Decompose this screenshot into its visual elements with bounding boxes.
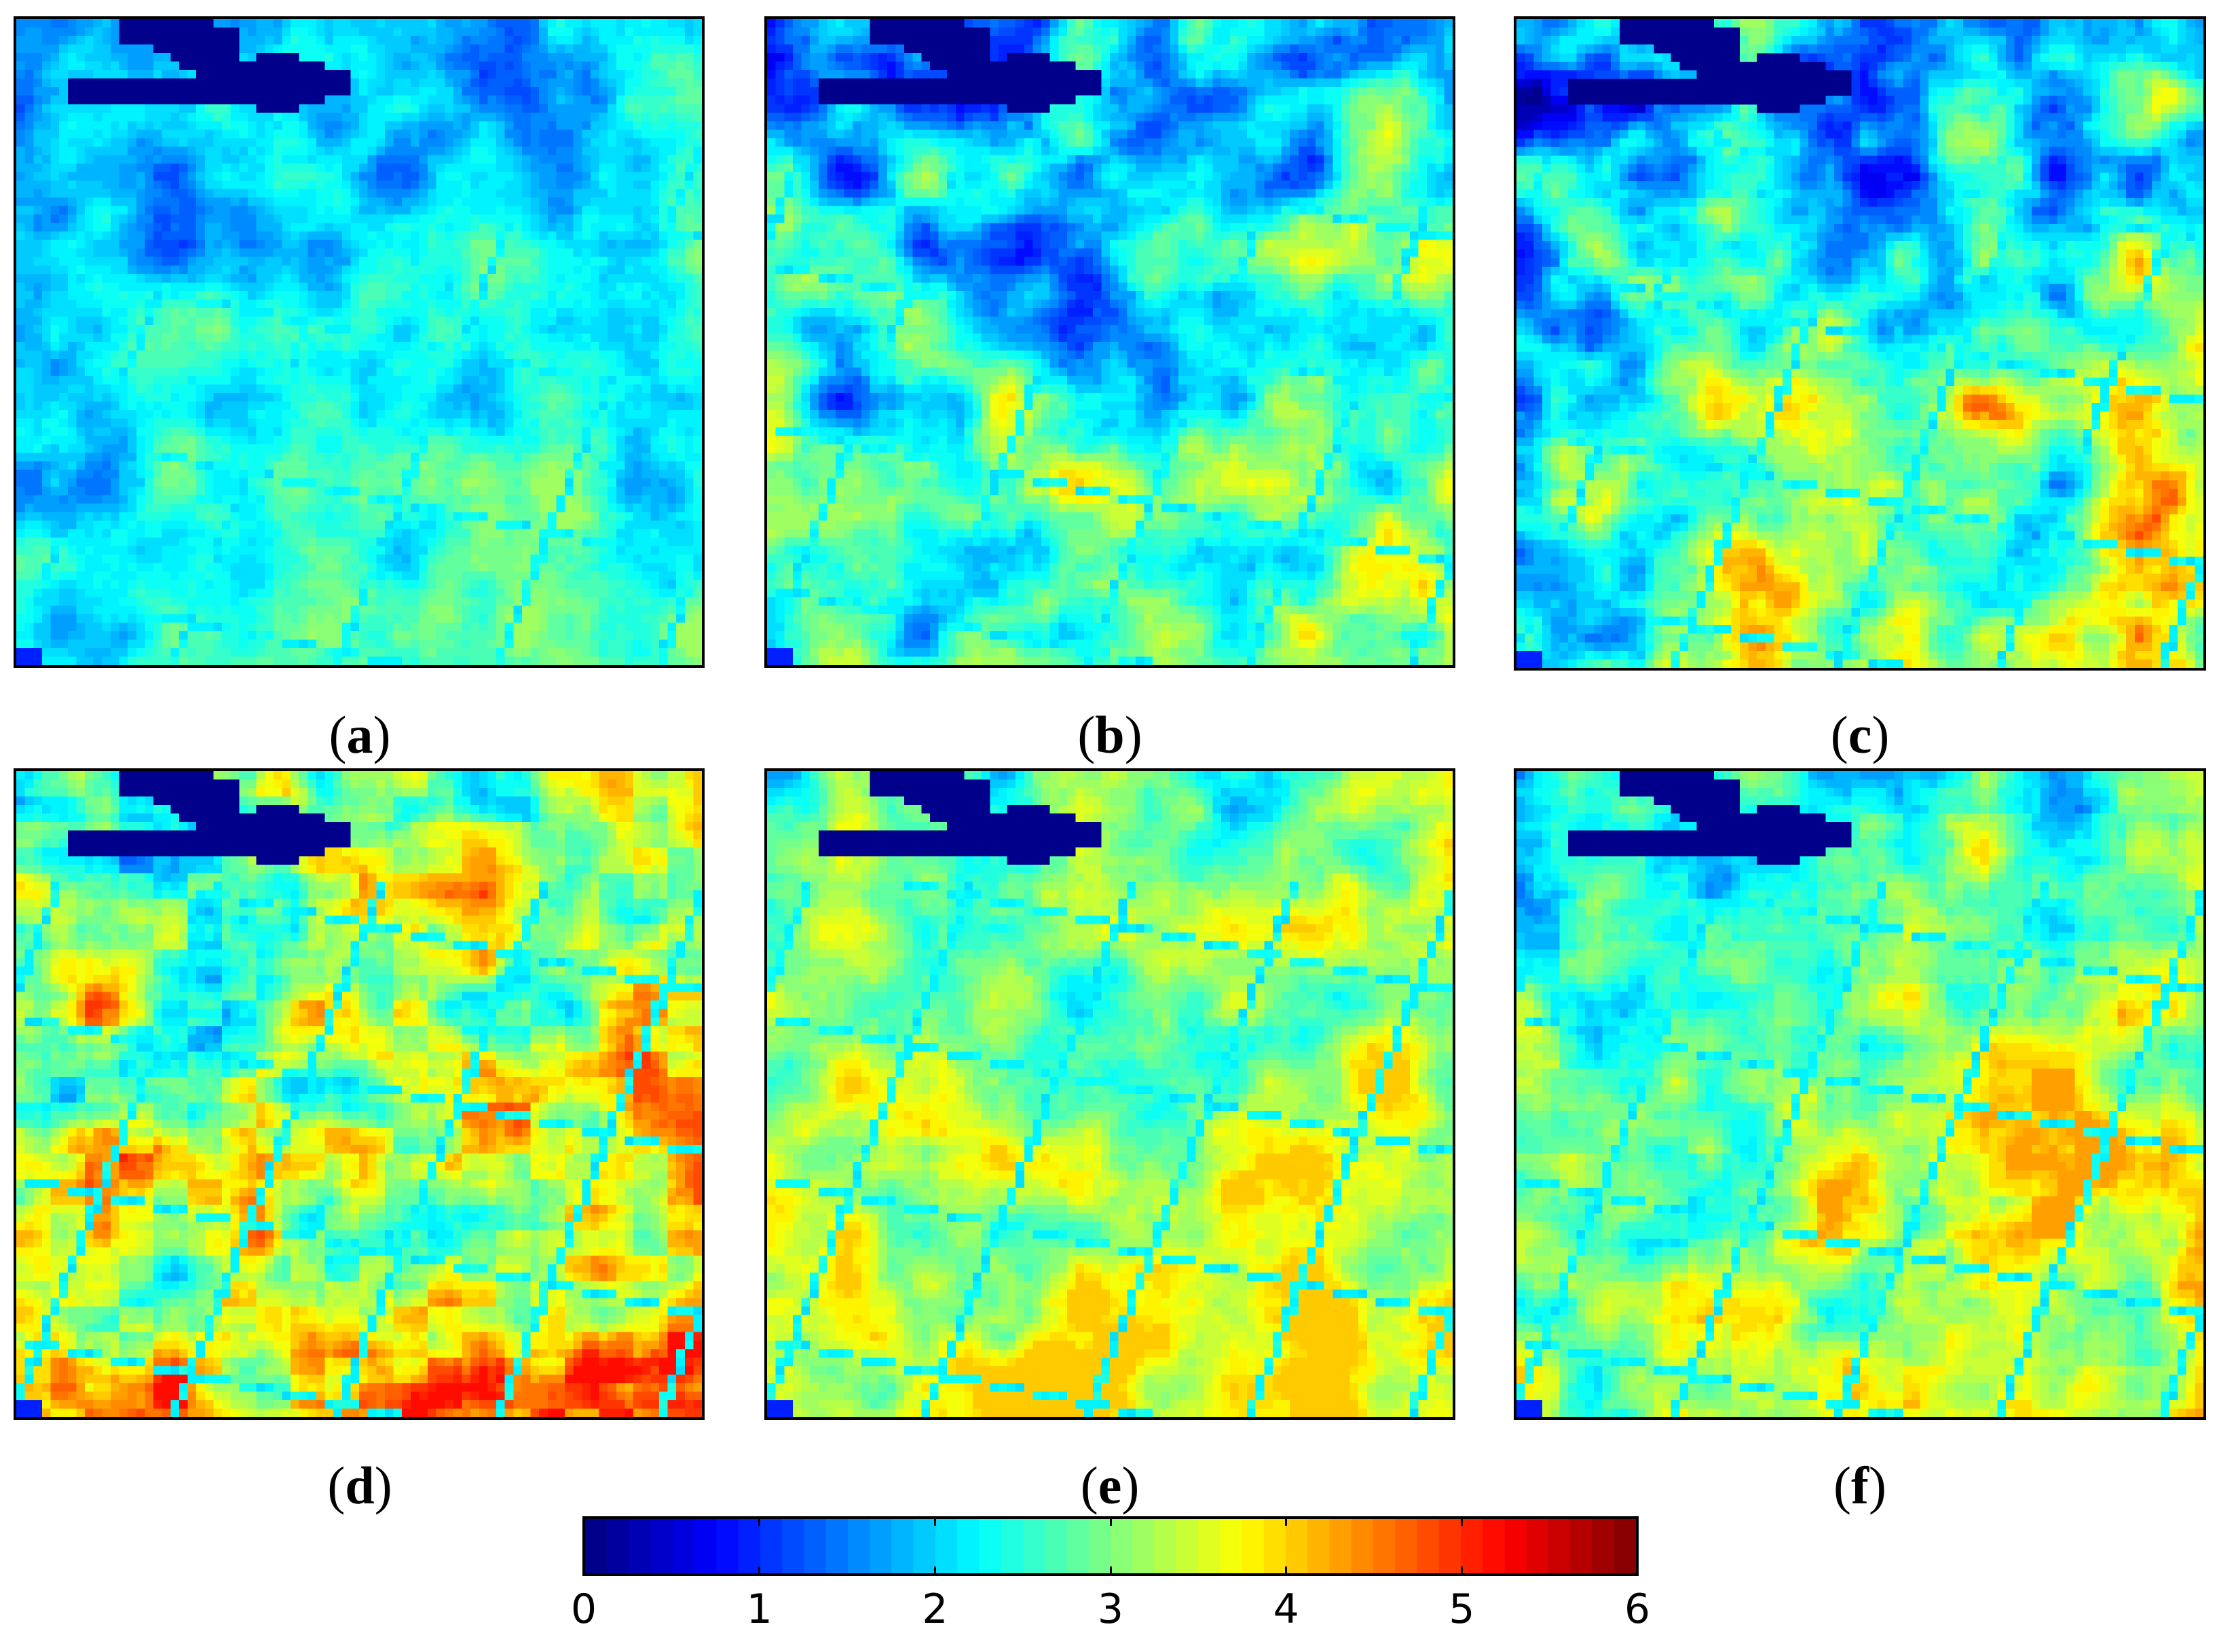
colorbar-segment	[1242, 1519, 1265, 1573]
colorbar-tick-label: 1	[746, 1585, 772, 1633]
heatmap-panel-b	[764, 16, 1455, 668]
colorbar-segment	[673, 1519, 696, 1573]
colorbar-segment	[629, 1519, 652, 1573]
colorbar-segment	[1504, 1519, 1528, 1573]
colorbar-segment	[1132, 1519, 1156, 1573]
colorbar-tick-label: 0	[570, 1585, 597, 1633]
colorbar-tick	[1109, 1516, 1112, 1576]
heatmap-canvas-d	[16, 771, 702, 1417]
colorbar-segment	[870, 1519, 893, 1573]
colorbar-segment	[1483, 1519, 1506, 1573]
colorbar-segment	[1045, 1519, 1068, 1573]
colorbar-segment	[913, 1519, 937, 1573]
colorbar-segment	[738, 1519, 762, 1573]
colorbar-segment	[957, 1519, 981, 1573]
colorbar-segment	[1373, 1519, 1396, 1573]
colorbar-tick-label: 3	[1097, 1585, 1124, 1633]
colorbar-segment	[825, 1519, 849, 1573]
colorbar-gradient	[582, 1516, 1639, 1576]
colorbar-segment	[935, 1519, 958, 1573]
colorbar-segment	[1066, 1519, 1090, 1573]
colorbar-tick-label: 4	[1273, 1585, 1299, 1633]
colorbar-segment	[1198, 1519, 1221, 1573]
colorbar-segment	[804, 1519, 827, 1573]
colorbar-segment	[1395, 1519, 1419, 1573]
colorbar-tick	[1460, 1516, 1463, 1576]
colorbar-tick	[933, 1516, 936, 1576]
panel-label-b: (b)	[1077, 705, 1142, 764]
panel-label-c: (c)	[1830, 705, 1890, 764]
colorbar-segment	[891, 1519, 915, 1573]
panel-label-f: (f)	[1833, 1456, 1886, 1515]
colorbar-segment	[760, 1519, 783, 1573]
colorbar-segment	[716, 1519, 740, 1573]
heatmap-canvas-f	[1516, 771, 2203, 1417]
colorbar-segment	[1176, 1519, 1199, 1573]
colorbar-segment	[1088, 1519, 1112, 1573]
panel-label-d: (d)	[327, 1456, 392, 1515]
colorbar-tick-label: 5	[1449, 1585, 1475, 1633]
colorbar-segment	[1154, 1519, 1178, 1573]
colorbar-segment	[848, 1519, 871, 1573]
colorbar-segment	[979, 1519, 1003, 1573]
colorbar-tick	[1285, 1516, 1288, 1576]
panel-label-a: (a)	[329, 705, 391, 764]
heatmap-canvas-b	[767, 19, 1453, 665]
panel-label-e: (e)	[1080, 1456, 1140, 1515]
heatmap-panel-f	[1514, 768, 2206, 1420]
heatmap-canvas-c	[1516, 19, 2203, 668]
colorbar-segment	[1548, 1519, 1571, 1573]
colorbar-svg	[585, 1519, 1636, 1573]
colorbar-segment	[1351, 1519, 1375, 1573]
colorbar-tick-label: 2	[922, 1585, 948, 1633]
colorbar-segment	[1592, 1519, 1616, 1573]
colorbar-segment	[1329, 1519, 1353, 1573]
colorbar-segment	[1461, 1519, 1484, 1573]
colorbar-segment	[1570, 1519, 1594, 1573]
colorbar-segment	[1438, 1519, 1462, 1573]
colorbar-segment	[1220, 1519, 1244, 1573]
colorbar-segment	[694, 1519, 718, 1573]
colorbar-tick	[758, 1516, 761, 1576]
colorbar-tick-label: 6	[1624, 1585, 1651, 1633]
colorbar-segment	[1286, 1519, 1309, 1573]
colorbar-segment	[1263, 1519, 1287, 1573]
colorbar-segment	[1023, 1519, 1046, 1573]
colorbar-segment	[1417, 1519, 1440, 1573]
colorbar-segment	[1526, 1519, 1550, 1573]
colorbar-segment	[650, 1519, 674, 1573]
colorbar-segment	[1111, 1519, 1134, 1573]
heatmap-panel-c	[1514, 16, 2206, 671]
colorbar-segment	[585, 1519, 608, 1573]
colorbar-segment	[607, 1519, 631, 1573]
heatmap-panel-e	[764, 768, 1455, 1420]
colorbar-segment	[1307, 1519, 1331, 1573]
heatmap-canvas-a	[16, 19, 702, 665]
colorbar-segment	[1614, 1519, 1636, 1573]
colorbar-segment	[782, 1519, 806, 1573]
colorbar-segment	[1001, 1519, 1024, 1573]
heatmap-panel-d	[14, 768, 705, 1420]
heatmap-canvas-e	[767, 771, 1453, 1417]
colorbar	[582, 1516, 1639, 1576]
heatmap-panel-a	[14, 16, 705, 668]
